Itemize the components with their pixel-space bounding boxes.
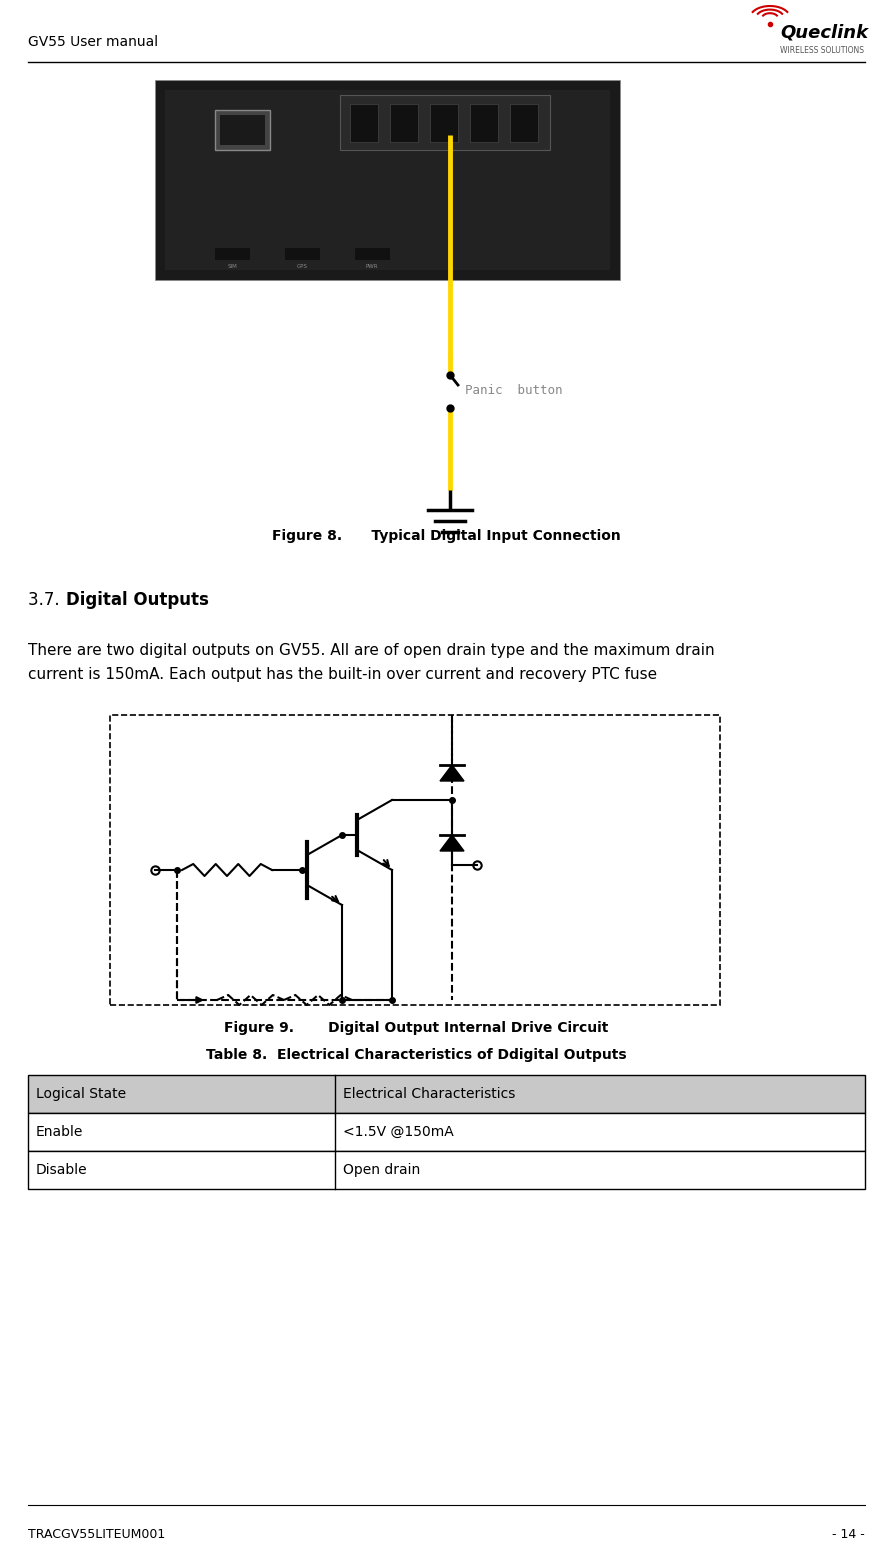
Polygon shape: [440, 835, 464, 852]
Text: There are two digital outputs on GV55. All are of open drain type and the maximu: There are two digital outputs on GV55. A…: [28, 643, 714, 657]
Text: 3.7.: 3.7.: [28, 592, 65, 609]
Text: Digital Outputs: Digital Outputs: [66, 592, 209, 609]
Text: Figure 9.       Digital Output Internal Drive Circuit: Figure 9. Digital Output Internal Drive …: [224, 1021, 608, 1035]
Text: current is 150mA. Each output has the built-in over current and recovery PTC fus: current is 150mA. Each output has the bu…: [28, 666, 657, 682]
Bar: [165, 90, 610, 269]
Bar: [350, 104, 378, 142]
Bar: [215, 111, 270, 149]
Text: TRACGV55LITEUM001: TRACGV55LITEUM001: [28, 1529, 165, 1541]
Bar: [340, 95, 550, 149]
Bar: [285, 248, 320, 260]
Bar: [28, 1151, 865, 1190]
Text: GV55 User manual: GV55 User manual: [28, 34, 158, 48]
Bar: [28, 1074, 865, 1113]
Bar: [215, 248, 250, 260]
Polygon shape: [440, 764, 464, 782]
Text: Disable: Disable: [36, 1163, 88, 1177]
Text: Enable: Enable: [36, 1126, 83, 1140]
Bar: [220, 115, 265, 145]
Text: GPS: GPS: [296, 263, 307, 268]
Text: - 14 -: - 14 -: [832, 1529, 865, 1541]
Bar: [470, 104, 498, 142]
Bar: [355, 248, 390, 260]
Text: Queclink: Queclink: [780, 23, 868, 40]
Text: SIM: SIM: [227, 263, 237, 268]
Text: Open drain: Open drain: [343, 1163, 421, 1177]
Bar: [28, 1113, 865, 1151]
Bar: [390, 104, 418, 142]
Text: Table 8.  Electrical Characteristics of Ddigital Outputs: Table 8. Electrical Characteristics of D…: [205, 1048, 626, 1062]
Text: Electrical Characteristics: Electrical Characteristics: [343, 1087, 515, 1101]
Text: WIRELESS SOLUTIONS: WIRELESS SOLUTIONS: [780, 45, 864, 54]
Text: PWR: PWR: [366, 263, 379, 268]
Bar: [510, 104, 538, 142]
Bar: [430, 104, 458, 142]
Text: Logical State: Logical State: [36, 1087, 126, 1101]
Bar: [110, 715, 720, 1004]
Bar: [155, 79, 620, 280]
Text: Panic  button: Panic button: [465, 383, 563, 397]
Text: Figure 8.      Typical Digital Input Connection: Figure 8. Typical Digital Input Connecti…: [271, 529, 621, 543]
Text: <1.5V @150mA: <1.5V @150mA: [343, 1126, 454, 1140]
